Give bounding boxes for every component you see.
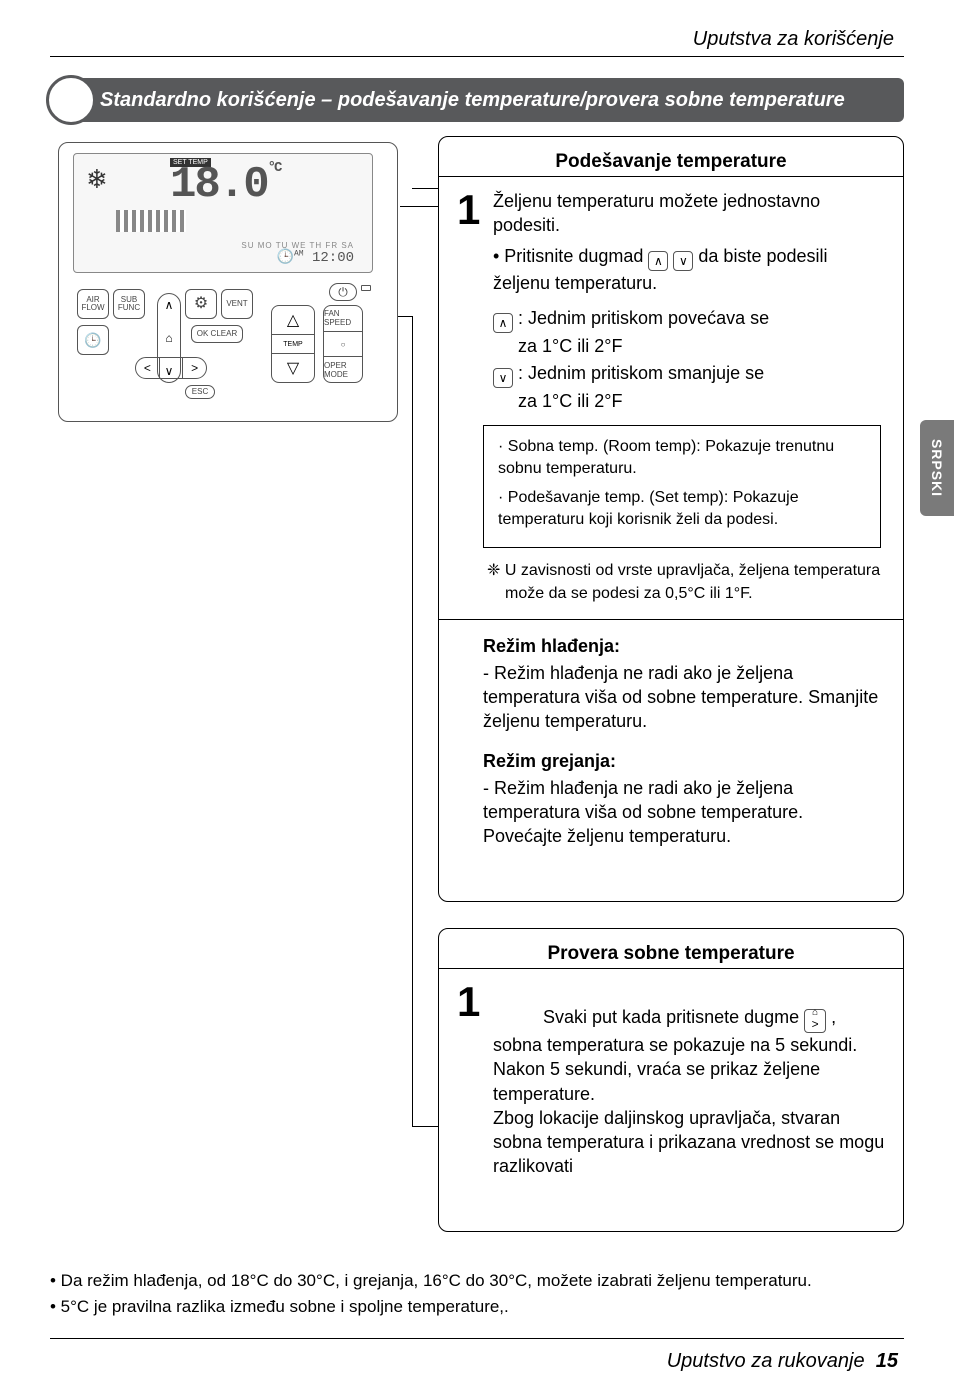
temp-label: TEMP [272,335,314,352]
circle-button[interactable]: ○ [324,331,362,358]
cooling-mode-block: Režim hlađenja: - Režim hlađenja ne radi… [483,634,885,733]
down-key-desc: ∨ : Jednim pritiskom smanjuje se za 1°C … [493,360,885,415]
step-sub: • Pritisnite dugmad ∧ ∨ da biste podesil… [493,244,885,295]
section-banner: Standardno korišćenje – podešavanje temp… [50,78,904,122]
heating-mode-block: Režim grejanja: - Režim hlađenja ne radi… [483,749,885,848]
footer-notes: • Da režim hlađenja, od 18°C do 30°C, i … [50,1268,904,1319]
header-section-title: Uputstva za korišćenje [693,28,894,51]
connector-line [412,316,413,1126]
mode-title: Režim hlađenja: [483,634,885,658]
esc-button[interactable]: ESC [185,385,215,399]
right-column: Podešavanje temperature 1 Željenu temper… [438,136,904,1258]
home-icon: ⌂ [165,331,172,345]
page-number: 15 [876,1350,898,1372]
footer-note-line: • Da režim hlađenja, od 18°C do 30°C, i … [50,1268,904,1294]
clock-icon: 🕒 [277,250,294,266]
temp-value: 18.0 [170,160,268,210]
temp-unit: °C [268,160,281,176]
clock-row: 🕒AM 12:00 [277,249,354,266]
footer-manual-title: Uputstvo za rukovanje [667,1350,865,1372]
footer-rule [50,1338,904,1339]
down-key-icon: ∨ [493,368,513,388]
remote-illustration: SET TEMP ❄ 18.0°C SU MO TU WE TH FR SA 🕒… [58,142,398,422]
body-suffix: , sobna temperatura se pokazuje na 5 sek… [493,1007,889,1176]
key-descriptions: ∧ : Jednim pritiskom povećava se za 1°C … [493,305,885,415]
step-line-1: Željenu temperaturu možete jednostavno p… [493,191,820,235]
up-icon: ∧ [165,298,174,312]
connector-line [412,188,438,189]
home-right-key-icon: > [804,1009,826,1033]
signal-bars-icon [116,210,186,232]
triangle-up-icon: △ [272,306,314,335]
mode-title: Režim grejanja: [483,749,885,773]
airflow-button[interactable]: AIR FLOW [77,289,109,319]
led-icon [361,285,371,291]
nav-horizontal[interactable]: < > [135,357,207,379]
divider [439,176,903,177]
nav-center [159,358,184,378]
footer-right: Uputstvo za rukovanje 15 [667,1350,898,1373]
header-rule [50,56,904,57]
content-frame: SET TEMP ❄ 18.0°C SU MO TU WE TH FR SA 🕒… [50,136,904,1246]
subfunc-button[interactable]: SUB FUNC [113,289,145,319]
timer-button[interactable]: 🕒 [77,325,109,355]
box-title: Provera sobne temperature [457,943,885,965]
mode-body: - Režim hlađenja ne radi ako je željena … [483,661,885,734]
check-room-temp-box: Provera sobne temperature 1 Svaki put ka… [438,928,904,1232]
asterisk-note: ❈ U zavisnosti od vrste upravljača, želj… [487,560,881,605]
up-key-desc: ∧ : Jednim pritiskom povećava se za 1°C … [493,305,885,360]
snowflake-icon: ❄ [86,164,108,195]
remote-button-panel: AIR FLOW SUB FUNC ⚙ VENT 🕒 ∧ ⌂ ∨ OK CLEA… [73,285,373,405]
remote-screen: SET TEMP ❄ 18.0°C SU MO TU WE TH FR SA 🕒… [73,153,373,273]
step-number: 1 [457,981,483,1203]
clock-value: 12:00 [312,250,354,266]
body-prefix: Svaki put kada pritisnete dugme [543,1007,804,1027]
language-side-tab-text: SRPSKI [929,439,945,497]
temp-up-down[interactable]: △ TEMP ▽ [271,305,315,383]
temp-display: 18.0°C [170,160,280,210]
fanspeed-button[interactable]: FAN SPEED [324,306,362,331]
triangle-down-icon: ▽ [272,353,314,382]
connector-line [412,1126,438,1127]
info-note-box: · Sobna temp. (Room temp): Pokazuje tren… [483,425,881,549]
note-line: · Sobna temp. (Room temp): Pokazuje tren… [498,436,866,481]
set-temperature-box: Podešavanje temperature 1 Željenu temper… [438,136,904,902]
box-title: Podešavanje temperature [457,151,885,173]
divider [439,968,903,969]
connector-line [400,206,438,207]
note-line: · Podešavanje temp. (Set temp): Pokazuje… [498,487,866,532]
right-icon: > [183,358,206,378]
down-key-icon: ∨ [673,251,693,271]
okclear-button[interactable]: OK CLEAR [191,325,243,343]
power-button[interactable]: ⏻ [329,283,357,301]
mode-body: - Režim hlađenja ne radi ako je željena … [483,776,885,849]
section-banner-text: Standardno korišćenje – podešavanje temp… [100,89,845,112]
up-key-icon: ∧ [648,251,668,271]
step-1: 1 Svaki put kada pritisnete dugme > , so… [457,981,885,1203]
up-desc-text: : Jednim pritiskom povećava se za 1°C il… [493,308,769,356]
down-desc-text: : Jednim pritiskom smanjuje se za 1°C il… [493,363,764,411]
step-1: 1 Željenu temperaturu možete jednostavno… [457,189,885,295]
left-icon: < [136,358,159,378]
right-column-buttons[interactable]: FAN SPEED ○ OPER MODE [323,305,363,383]
step-number: 1 [457,189,483,295]
step-body: Svaki put kada pritisnete dugme > , sobn… [493,981,885,1203]
bullet-prefix: • Pritisnite dugmad [493,246,648,266]
step-body: Željenu temperaturu možete jednostavno p… [493,189,885,295]
footer-note-line: • 5°C je pravilna razlika između sobne i… [50,1294,904,1320]
up-key-icon: ∧ [493,313,513,333]
am-label: AM [294,249,304,258]
divider [439,619,903,620]
language-side-tab: SRPSKI [920,420,954,516]
vent-button[interactable]: VENT [221,289,253,319]
gear-button[interactable]: ⚙ [185,289,217,319]
opermode-button[interactable]: OPER MODE [324,357,362,382]
